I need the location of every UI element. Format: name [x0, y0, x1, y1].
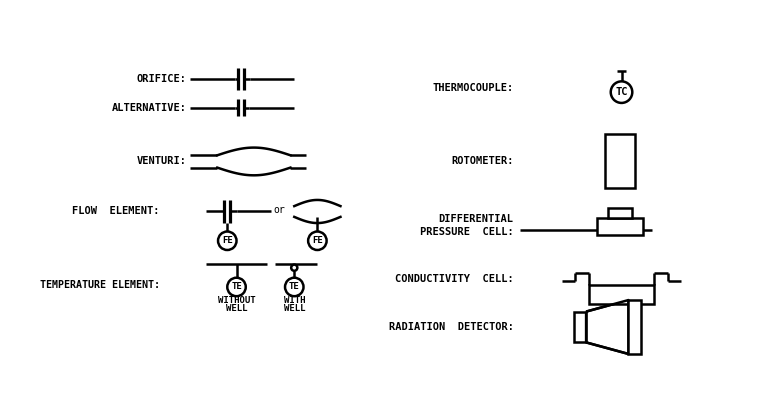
Bar	[605, 134, 634, 188]
Circle shape	[285, 278, 303, 296]
Text: or: or	[273, 205, 285, 215]
Text: ORIFICE:: ORIFICE:	[137, 74, 187, 84]
Text: WELL: WELL	[283, 304, 305, 313]
Text: TEMPERATURE ELEMENT:: TEMPERATURE ELEMENT:	[39, 280, 160, 290]
Text: TE: TE	[231, 283, 242, 291]
Circle shape	[218, 232, 237, 250]
Text: PRESSURE  CELL:: PRESSURE CELL:	[420, 227, 514, 237]
Bar	[589, 286, 654, 304]
Bar	[574, 312, 586, 342]
Text: FE: FE	[312, 236, 323, 245]
Bar	[628, 300, 641, 354]
Circle shape	[291, 265, 297, 271]
Text: WITH: WITH	[283, 296, 305, 305]
Bar	[608, 208, 631, 217]
Text: CONDUCTIVITY  CELL:: CONDUCTIVITY CELL:	[395, 274, 514, 284]
Circle shape	[308, 232, 326, 250]
Text: ROTOMETER:: ROTOMETER:	[452, 156, 514, 166]
Text: WELL: WELL	[226, 304, 247, 313]
Circle shape	[227, 278, 246, 296]
Text: RADIATION  DETECTOR:: RADIATION DETECTOR:	[389, 322, 514, 332]
Polygon shape	[586, 300, 628, 354]
Text: THERMOCOUPLE:: THERMOCOUPLE:	[432, 83, 514, 93]
Text: ALTERNATIVE:: ALTERNATIVE:	[111, 103, 187, 112]
Text: TC: TC	[615, 87, 627, 97]
Text: FE: FE	[222, 236, 233, 245]
Bar	[597, 217, 643, 234]
Text: FLOW  ELEMENT:: FLOW ELEMENT:	[72, 207, 160, 217]
Text: WITHOUT: WITHOUT	[217, 296, 255, 305]
Text: TE: TE	[289, 283, 300, 291]
Circle shape	[611, 81, 632, 103]
Text: DIFFERENTIAL: DIFFERENTIAL	[439, 214, 514, 224]
Text: VENTURI:: VENTURI:	[137, 156, 187, 166]
